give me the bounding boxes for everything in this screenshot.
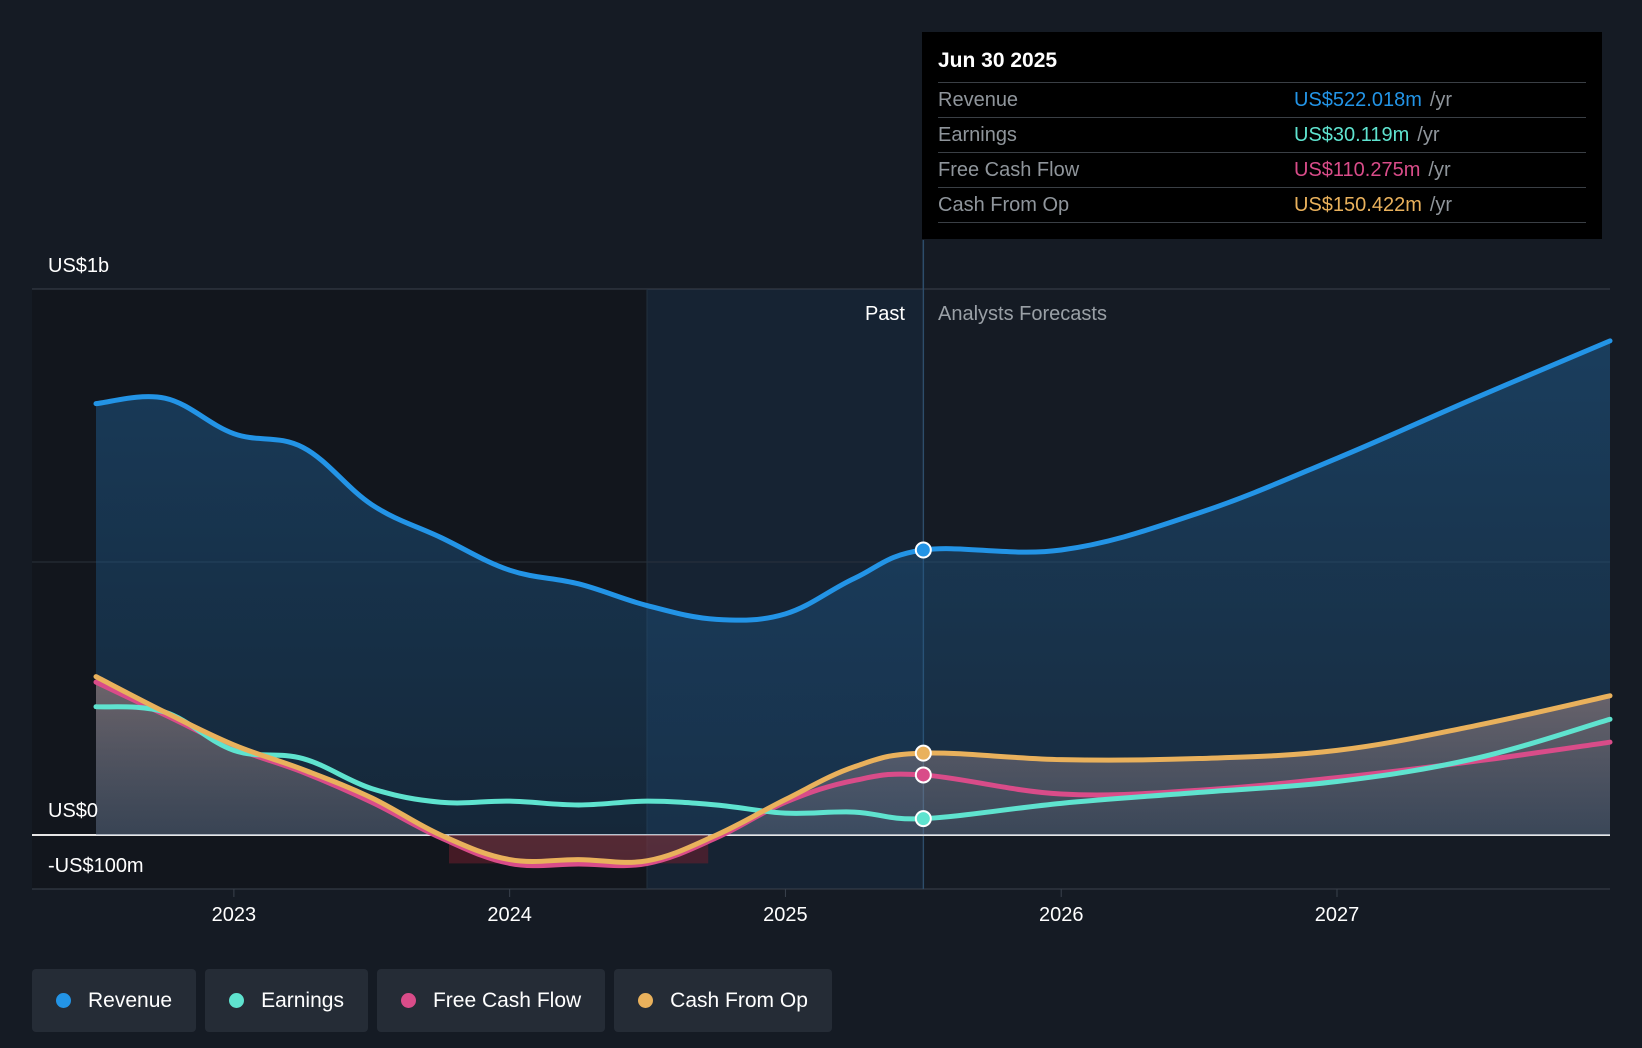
legend-label: Revenue (88, 988, 173, 1012)
tooltip-unit: /yr (1417, 124, 1440, 146)
y-label-zero: US$0 (48, 800, 98, 822)
legend-dot-icon (56, 993, 71, 1008)
tooltip-value: US$110.275m (1294, 159, 1421, 181)
legend-item-cash-from-op[interactable]: Cash From Op (614, 969, 832, 1032)
legend: Revenue Earnings Free Cash Flow Cash Fro… (32, 969, 832, 1032)
tooltip-date: Jun 30 2025 (938, 46, 1586, 83)
legend-label: Earnings (261, 988, 344, 1012)
tooltip: Jun 30 2025 Revenue US$522.018m /yr Earn… (922, 32, 1602, 239)
tooltip-label: Earnings (938, 124, 1017, 146)
y-label-bottom: -US$100m (48, 855, 144, 877)
line-cash-from-op (93, 674, 1613, 865)
tooltip-unit: /yr (1428, 159, 1451, 181)
tooltip-unit: /yr (1429, 89, 1453, 111)
legend-dot-icon (229, 993, 245, 1008)
tooltip-value: US$30.119m (1294, 124, 1410, 146)
marker-cash-from-op (914, 744, 932, 762)
x-tick-label: 2023 (212, 904, 257, 926)
tooltip-value: US$522.018m (1294, 89, 1422, 111)
marker-earnings (914, 810, 932, 828)
tooltip-label: Revenue (938, 89, 1019, 111)
y-label-top: US$1b (48, 255, 109, 277)
tooltip-label: Free Cash Flow (938, 159, 1080, 181)
tooltip-row-earnings: Earnings US$30.119m /yr (938, 118, 1586, 153)
legend-label: Free Cash Flow (432, 988, 582, 1012)
x-tick-label: 2025 (763, 904, 808, 926)
tooltip-row-free-cash-flow: Free Cash Flow US$110.275m /yr (938, 153, 1586, 188)
x-axis-ticks: 2023 2024 2025 2026 2027 (212, 889, 1360, 926)
forecast-label: Analysts Forecasts (938, 303, 1107, 325)
tooltip-value: US$150.422m (1294, 194, 1422, 216)
line-revenue (93, 338, 1613, 623)
legend-item-earnings[interactable]: Earnings (205, 969, 368, 1032)
legend-item-revenue[interactable]: Revenue (32, 969, 197, 1032)
x-tick-label: 2024 (487, 904, 532, 926)
legend-label: Cash From Op (670, 988, 808, 1012)
legend-dot-icon (638, 993, 654, 1008)
series-lines (93, 338, 1613, 869)
tooltip-row-cash-from-op: Cash From Op US$150.422m /yr (938, 188, 1586, 223)
tooltip-row-revenue: Revenue US$522.018m /yr (938, 83, 1586, 118)
axis-labels: US$1b US$0 -US$100m Past Analysts Foreca… (48, 255, 1107, 877)
legend-item-free-cash-flow[interactable]: Free Cash Flow (376, 969, 606, 1032)
series-markers (914, 541, 932, 828)
marker-free-cash-flow (914, 766, 932, 784)
area-revenue (96, 340, 1610, 835)
tooltip-label: Cash From Op (938, 194, 1070, 216)
x-tick-label: 2026 (1039, 904, 1084, 926)
marker-revenue (914, 541, 932, 559)
tooltip-unit: /yr (1429, 194, 1453, 216)
past-label: Past (865, 303, 905, 325)
legend-dot-icon (400, 993, 416, 1008)
x-tick-label: 2027 (1315, 904, 1360, 926)
line-earnings (93, 704, 1613, 822)
